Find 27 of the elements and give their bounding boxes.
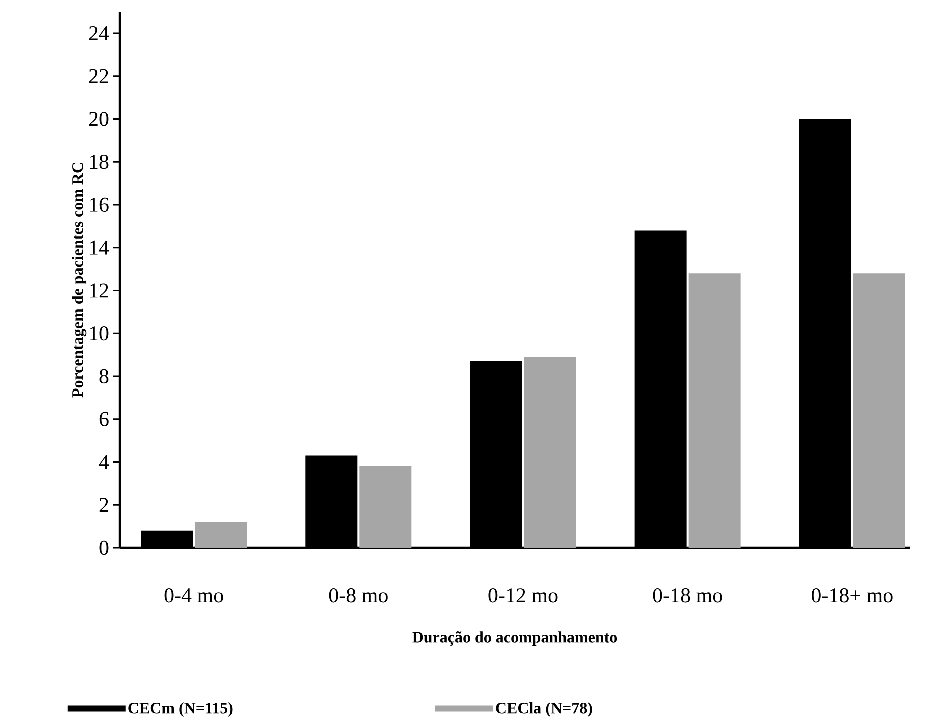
- y-tick-label: 10: [90, 326, 109, 341]
- bar: [524, 357, 576, 548]
- y-tick-label: 20: [89, 112, 109, 126]
- y-tick-label: 24: [89, 26, 110, 40]
- bar: [688, 274, 741, 548]
- y-tick-label: 2: [100, 498, 108, 512]
- y-axis-title: Porcentagem de pacientes com RC: [72, 163, 87, 398]
- x-tick-label: 0-18 mo: [653, 588, 722, 603]
- y-tick-label: 12: [90, 284, 108, 298]
- x-tick-label: 0-4 mo: [164, 588, 224, 603]
- y-tick-label: 22: [89, 69, 108, 84]
- x-axis-title: Duração do acompanhamento: [412, 632, 618, 646]
- y-tick-label: 4: [99, 455, 110, 470]
- y-tick-label: 18: [90, 154, 109, 170]
- y-tick-label: 6: [100, 412, 109, 426]
- y-tick-label: 16: [90, 198, 109, 212]
- bar: [360, 466, 412, 548]
- x-tick-label: 0-18+ mo: [812, 588, 893, 603]
- y-tick-label: 8: [100, 369, 109, 384]
- bar: [853, 274, 906, 548]
- legend-label: CECm (N=115): [128, 702, 233, 718]
- bar: [195, 522, 248, 548]
- y-tick-label: 0: [100, 540, 109, 556]
- x-tick-label: 0-12 mo: [488, 588, 558, 603]
- y-tick-label: 14: [90, 240, 110, 255]
- x-tick-label: 0-8 mo: [329, 588, 388, 603]
- legend-label: CECla (N=78): [496, 702, 592, 718]
